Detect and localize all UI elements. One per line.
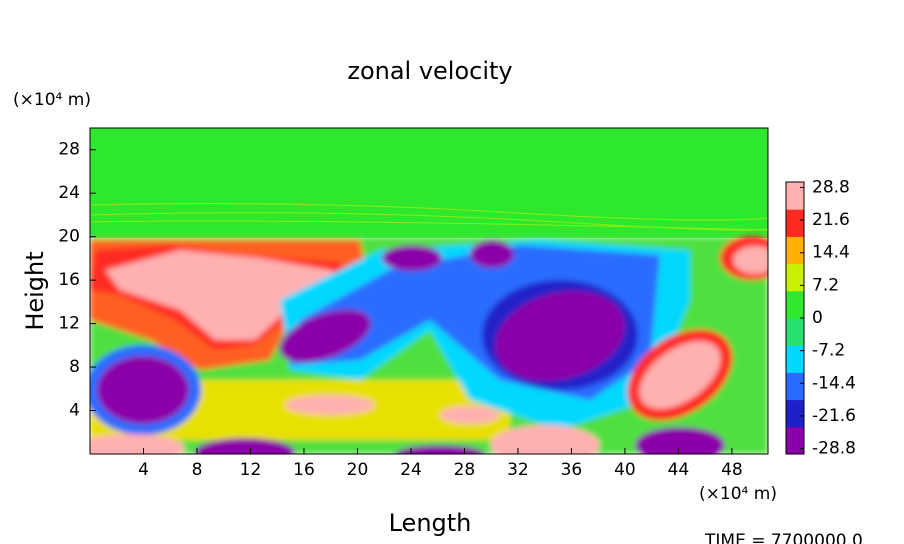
chart-title: zonal velocity — [347, 57, 512, 85]
colorbar-swatch — [786, 372, 804, 401]
field — [90, 128, 768, 454]
x-axis-label: Length — [389, 509, 472, 537]
y-tick-label: 28 — [58, 140, 80, 160]
x-unit: (×10⁴ m) — [699, 484, 777, 504]
x-tick-label: 8 — [192, 460, 203, 480]
colorbar-tick-label: 21.6 — [812, 210, 850, 230]
x-tick-label: 44 — [668, 460, 690, 480]
y-unit: (×10⁴ m) — [13, 90, 91, 110]
colorbar-swatch — [786, 182, 804, 210]
y-tick-label: 12 — [58, 314, 80, 334]
x-tick-label: 36 — [561, 460, 583, 480]
y-tick-label: 24 — [58, 183, 80, 203]
colorbar-swatch — [786, 345, 804, 373]
colorbar-tick-label: -21.6 — [812, 406, 856, 426]
lower-field — [90, 236, 768, 454]
x-tick-label: 16 — [293, 460, 315, 480]
y-tick-label: 20 — [58, 227, 80, 247]
colorbar-tick-label: -14.4 — [812, 373, 856, 393]
colorbar-swatch — [786, 318, 804, 346]
y-tick-label: 4 — [69, 401, 80, 421]
colorbar-tick-label: 0 — [812, 308, 823, 328]
colorbar-tick-label: -28.8 — [812, 439, 856, 459]
x-tick-label: 40 — [614, 460, 636, 480]
plot-frame — [89, 127, 769, 455]
colorbar-swatch — [786, 426, 804, 455]
x-tick-label: 4 — [138, 460, 149, 480]
colorbar-swatch — [786, 399, 804, 428]
x-tick-label: 20 — [347, 460, 369, 480]
y-tick-label: 16 — [58, 270, 80, 290]
x-tick-label: 24 — [400, 460, 422, 480]
colorbar-tick-label: 7.2 — [812, 275, 839, 295]
x-tick-label: 48 — [721, 460, 743, 480]
colorbar-swatch — [786, 209, 804, 237]
x-tick-label: 32 — [507, 460, 529, 480]
y-tick-label: 8 — [69, 357, 80, 377]
colorbar-tick-label: 14.4 — [812, 243, 850, 263]
x-tick-label: 28 — [454, 460, 476, 480]
y-axis-label: Height — [21, 251, 49, 330]
colorbar-swatch — [786, 236, 804, 265]
colorbar-swatch — [786, 263, 804, 292]
colorbar-tick-label: -7.2 — [812, 341, 845, 361]
colorbar-tick-label: 28.8 — [812, 177, 850, 197]
x-tick-label: 12 — [240, 460, 262, 480]
colorbar-swatch — [786, 290, 804, 319]
time-label: TIME = 7700000.0 — [704, 531, 863, 544]
waves — [90, 203, 768, 231]
